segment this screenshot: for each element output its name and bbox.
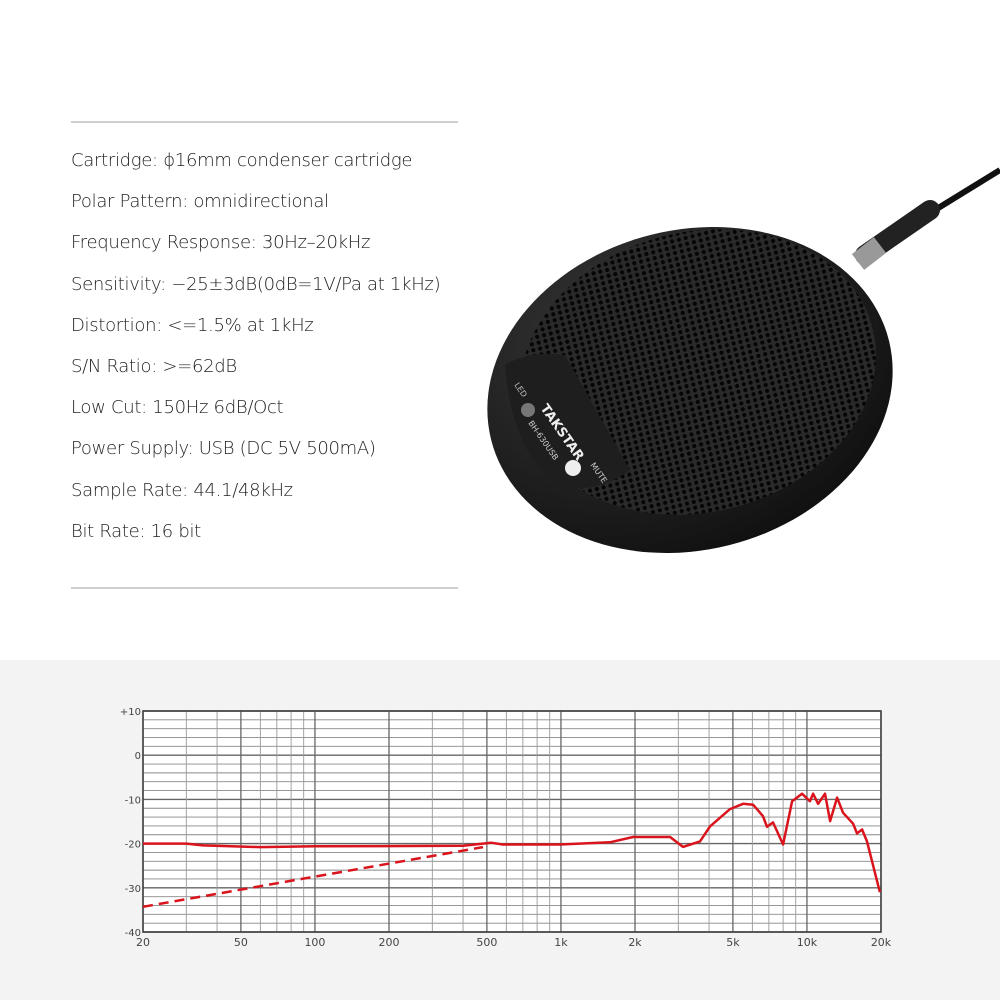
y-tick-label: -10 <box>125 795 141 806</box>
spec-item: Bit Rate: 16 bit <box>71 520 201 542</box>
x-tick-label: 20k <box>871 936 892 949</box>
y-tick-label: -30 <box>125 884 141 895</box>
x-tick-label: 2k <box>628 936 642 949</box>
y-tick-label: +10 <box>120 707 141 718</box>
spec-item: Sensitivity: −25±3dB(0dB=1V/Pa at 1kHz) <box>71 273 441 295</box>
x-tick-label: 500 <box>476 936 497 949</box>
low-cut-response-line <box>142 845 484 909</box>
led-indicator <box>521 403 535 417</box>
plot-border <box>142 710 882 933</box>
top-divider <box>71 121 458 123</box>
spec-list: Cartridge: ϕ16mm condenser cartridge Pola… <box>71 150 441 562</box>
plot-area <box>143 711 881 932</box>
bottom-divider <box>71 587 458 589</box>
spec-item: Low Cut: 150Hz 6dB/Oct <box>71 397 284 419</box>
spec-item: Frequency Response: 30Hz–20kHz <box>71 232 371 254</box>
spec-item: S/N Ratio: >=62dB <box>71 355 237 377</box>
microphone-image: LED TAKSTAR BH-630USB MUTE <box>487 167 1000 553</box>
cable-icon <box>851 167 1000 270</box>
spec-item: Polar Pattern: omnidirectional <box>71 191 329 213</box>
frequency-response-line <box>143 792 882 893</box>
y-tick-label: -20 <box>125 840 141 851</box>
x-tick-label: 200 <box>379 936 400 949</box>
x-tick-label: 10k <box>797 936 818 949</box>
spec-item: Cartridge: ϕ16mm condenser cartridge <box>71 150 413 171</box>
x-tick-label: 1k <box>554 936 568 949</box>
spec-item: Distortion: <=1.5% at 1kHz <box>71 314 314 336</box>
x-tick-label: 100 <box>304 936 325 949</box>
y-tick-label: 0 <box>135 751 141 762</box>
y-tick-label: -40 <box>125 928 141 939</box>
x-tick-label: 20 <box>136 936 150 949</box>
x-tick-label: 5k <box>726 936 740 949</box>
spec-item: Sample Rate: 44.1/48kHz <box>71 479 293 501</box>
spec-item: Power Supply: USB (DC 5V 500mA) <box>71 438 376 460</box>
x-tick-label: 50 <box>234 936 248 949</box>
mute-button[interactable] <box>565 460 581 476</box>
control-panel <box>505 353 630 488</box>
